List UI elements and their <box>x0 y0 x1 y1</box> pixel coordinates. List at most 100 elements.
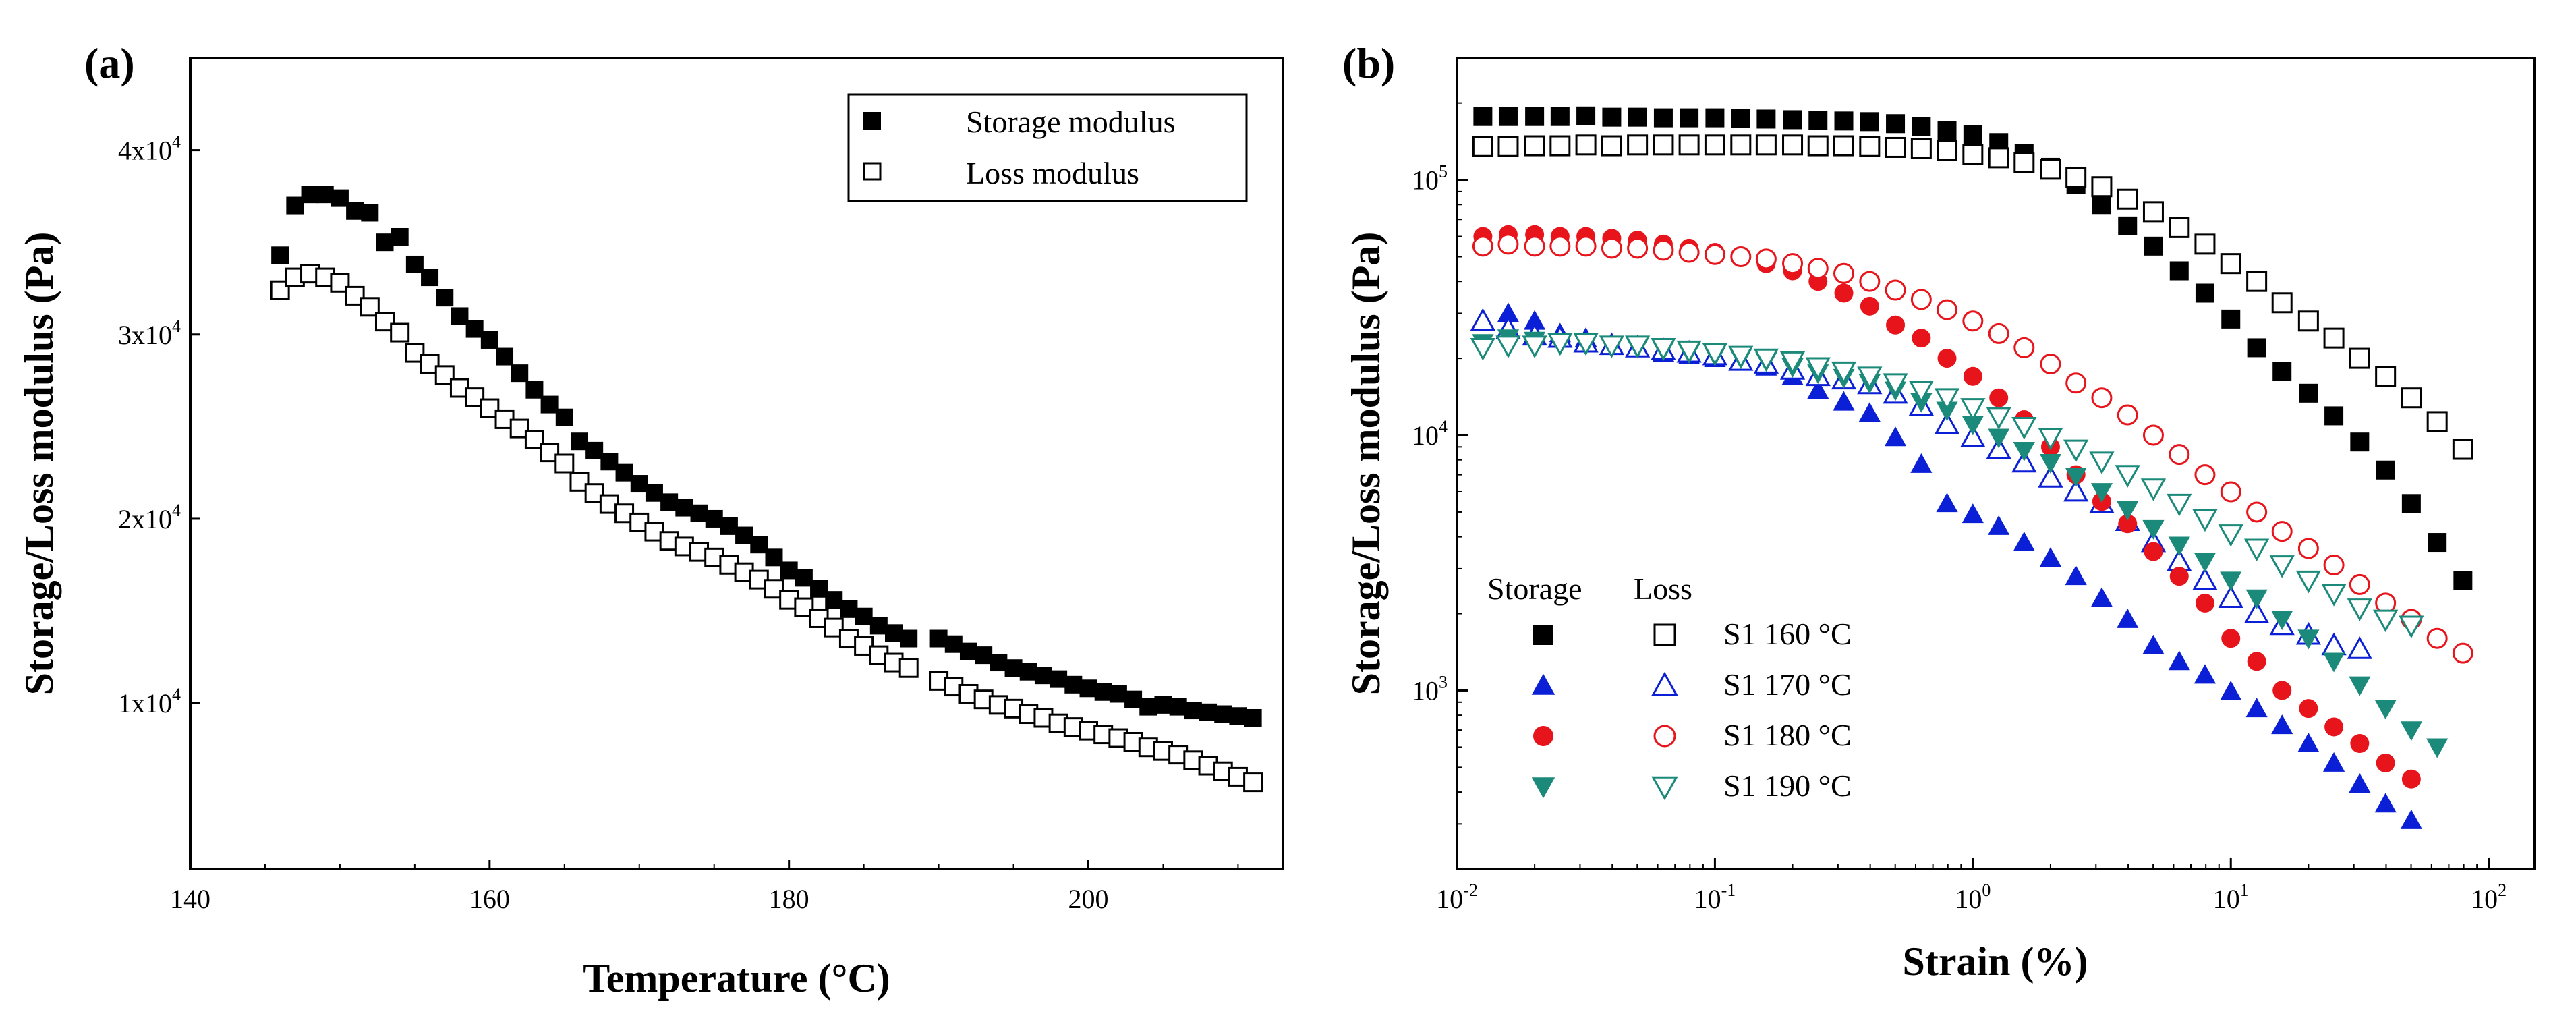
b-point-s1-170-c-storage <box>1910 453 1933 473</box>
b-point-s1-170-c-loss <box>1470 308 1496 331</box>
panel-label-a: (a) <box>84 39 135 87</box>
b-point-s1-160-c-loss <box>1601 135 1622 157</box>
b-point-s1-180-c-storage <box>2144 542 2163 561</box>
b-point-s1-180-c-loss <box>1807 258 1829 279</box>
b-point-s1-190-c-loss <box>1470 338 1496 361</box>
b-point-s1-190-c-storage <box>2168 536 2190 557</box>
b-point-s1-160-c-loss <box>2426 411 2448 432</box>
b-point-s1-160-c-storage <box>1602 107 1622 127</box>
b-point-s1-190-c-storage <box>2297 629 2320 650</box>
a-point-storage <box>765 548 783 567</box>
b-point-s1-190-c-loss <box>2321 584 2347 607</box>
b-point-s1-190-c-storage <box>2090 483 2113 503</box>
b-point-s1-190-c-storage <box>2220 571 2242 592</box>
b-point-s1-170-c-storage <box>2245 698 2268 718</box>
b-point-s1-180-c-storage <box>2299 699 2318 719</box>
a-point-storage <box>421 269 439 287</box>
a-point-storage <box>1184 702 1202 720</box>
b-point-s1-190-c-loss <box>1857 366 1883 389</box>
b-point-s1-160-c-loss <box>2169 217 2190 238</box>
b-legend-marker-loss <box>1651 671 1678 696</box>
b-point-s1-180-c-loss <box>2091 387 2113 409</box>
a-point-storage <box>825 591 843 609</box>
b-point-s1-180-c-loss <box>2065 372 2087 394</box>
b-point-s1-160-c-loss <box>1859 136 1881 157</box>
b-point-s1-190-c-loss <box>1805 357 1831 381</box>
a-point-storage <box>1139 698 1157 716</box>
b-point-s1-160-c-storage <box>2272 362 2292 381</box>
b-point-s1-160-c-loss <box>2091 176 2113 198</box>
b-point-s1-190-c-storage <box>2013 442 2035 462</box>
b-point-s1-190-c-loss <box>1986 407 2011 430</box>
b-point-s1-180-c-loss <box>1627 237 1649 259</box>
b-point-s1-170-c-loss <box>2243 600 2270 623</box>
b-point-s1-180-c-storage <box>2195 593 2214 613</box>
b-point-s1-190-c-loss <box>2140 478 2167 501</box>
b-point-s1-170-c-loss <box>2321 632 2347 656</box>
b-point-s1-180-c-loss <box>1885 279 1906 301</box>
b-legend-marker-storage <box>1531 777 1555 799</box>
b-point-s1-170-c-loss <box>2063 478 2089 502</box>
b-point-s1-190-c-storage <box>2142 519 2165 540</box>
b-point-s1-190-c-storage <box>2400 721 2422 741</box>
a-legend-label-storage: Storage modulus <box>966 105 1175 139</box>
a-point-loss <box>390 322 410 343</box>
b-point-s1-160-c-storage <box>2118 216 2138 235</box>
b-point-s1-160-c-storage <box>1525 107 1545 126</box>
a-x-axis-title: Temperature (°C) <box>583 956 890 1001</box>
b-point-s1-160-c-loss <box>1937 140 1958 161</box>
a-point-storage <box>301 186 319 204</box>
b-point-s1-190-c-storage <box>2349 676 2371 696</box>
a-point-storage <box>1050 670 1068 688</box>
panel-b: (b) 103 104 105 10-2 10-1 100 101 102 Strain (… <box>1342 39 2536 984</box>
a-point-storage <box>645 484 663 502</box>
b-point-s1-180-c-loss <box>1653 240 1674 261</box>
b-point-s1-160-c-storage <box>2453 571 2473 590</box>
b-point-s1-190-c-loss <box>2269 555 2295 578</box>
a-point-storage <box>1154 696 1172 714</box>
b-point-s1-190-c-loss <box>1495 335 1521 358</box>
b-point-s1-180-c-storage <box>2118 514 2138 534</box>
a-point-loss <box>420 354 440 374</box>
b-point-s1-160-c-loss <box>2246 271 2268 292</box>
b-x-tick-label: 102 <box>2471 880 2507 914</box>
b-point-s1-160-c-loss <box>2349 347 2370 369</box>
a-y-tick-label: 1x104 <box>118 685 181 719</box>
b-point-s1-160-c-loss <box>2142 201 2164 223</box>
a-point-storage <box>361 204 379 222</box>
b-point-s1-180-c-storage <box>2221 629 2241 648</box>
a-point-storage <box>810 580 828 598</box>
a-point-storage <box>1034 667 1052 685</box>
b-point-s1-190-c-storage <box>2271 611 2293 631</box>
b-point-s1-180-c-loss <box>2117 404 2138 426</box>
b-point-s1-170-c-storage <box>1858 402 1881 422</box>
b-point-s1-180-c-storage <box>2324 717 2344 737</box>
b-point-s1-190-c-storage <box>2374 700 2397 720</box>
b-data-marks <box>1470 106 2473 829</box>
b-point-s1-160-c-storage <box>1705 108 1725 128</box>
b-point-s1-160-c-loss <box>2452 439 2473 460</box>
b-legend-label: S1 160 °C <box>1723 617 1852 651</box>
panel-a: (a) 1x104 2x104 3x104 4x104 140 160 180 200 Te… <box>17 39 1284 1001</box>
b-point-s1-190-c-storage <box>2245 589 2268 609</box>
b-point-s1-180-c-loss <box>1730 246 1752 267</box>
b-legend-header-loss: Loss <box>1634 571 1692 606</box>
b-point-s1-160-c-storage <box>1860 112 1879 132</box>
b-point-s1-160-c-storage <box>1756 109 1776 129</box>
a-x-axis: 140 160 180 200 <box>170 860 1239 914</box>
b-point-s1-160-c-storage <box>2324 406 2344 426</box>
b-point-s1-190-c-loss <box>1624 335 1651 358</box>
a-point-storage <box>1244 708 1262 727</box>
a-point-storage <box>795 569 813 587</box>
b-point-s1-180-c-loss <box>1497 233 1519 255</box>
b-point-s1-160-c-loss <box>1524 135 1545 157</box>
a-point-storage <box>690 504 708 522</box>
b-point-s1-170-c-storage <box>2271 714 2293 735</box>
a-point-storage <box>286 196 304 215</box>
b-point-s1-160-c-loss <box>1704 134 1725 156</box>
b-point-s1-160-c-loss <box>2401 387 2422 409</box>
b-point-s1-170-c-loss <box>2347 636 2372 659</box>
b-point-s1-180-c-loss <box>2426 627 2448 649</box>
b-legend-label: S1 180 °C <box>1723 718 1852 752</box>
